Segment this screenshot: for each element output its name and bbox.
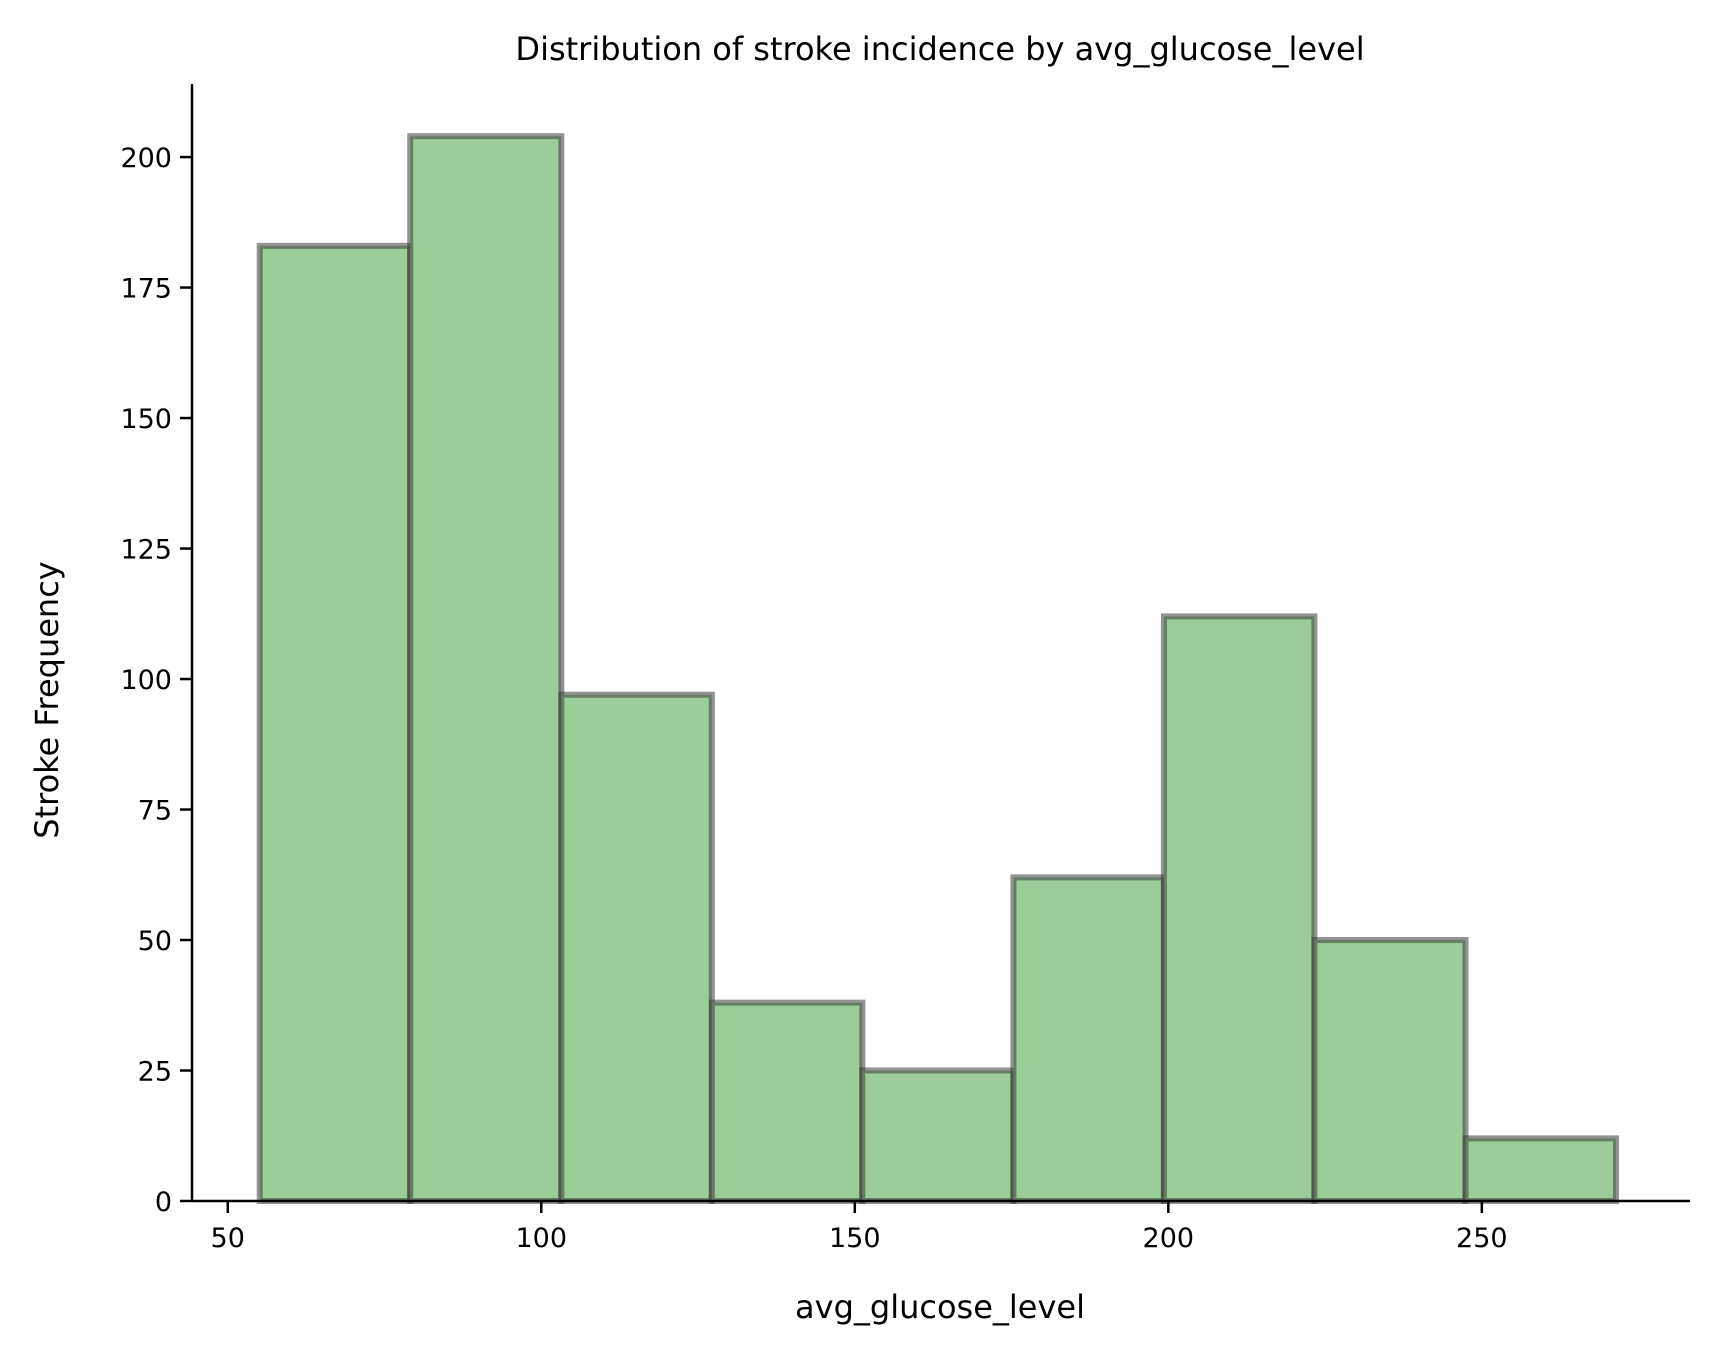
y-tick-label: 0 [155,1187,172,1218]
x-tick-label: 50 [211,1223,245,1254]
y-tick-label: 200 [120,143,172,174]
chart-title: Distribution of stroke incidence by avg_… [515,30,1364,68]
y-tick-label: 50 [138,926,172,957]
histogram-bar [1160,613,1318,1204]
x-tick-label: 100 [515,1223,567,1254]
histogram-bar [1311,937,1469,1204]
y-tick-label: 150 [120,404,172,435]
bars-group [256,133,1620,1205]
x-tick-label: 200 [1143,1223,1195,1254]
y-tick-label: 75 [138,796,172,827]
y-axis-label: Stroke Frequency [28,561,66,838]
x-axis-label: avg_glucose_level [795,1288,1085,1326]
y-tick-label: 100 [120,665,172,696]
histogram-bar [256,242,414,1204]
histogram-bar [859,1067,1017,1205]
y-axis-ticks: 0 25 50 75 100 125 150 175 200 [120,143,192,1218]
x-tick-label: 150 [829,1223,881,1254]
y-tick-label: 25 [138,1057,172,1088]
y-tick-label: 175 [120,274,172,305]
histogram-bar [1462,1135,1620,1205]
histogram-bar [407,133,565,1204]
x-tick-label: 250 [1456,1223,1508,1254]
y-tick-label: 125 [120,535,172,566]
histogram-bar [558,691,715,1205]
histogram-bar [1010,874,1167,1204]
x-axis-ticks: 50 100 150 200 250 [211,1201,1508,1254]
histogram-bar [708,999,866,1205]
